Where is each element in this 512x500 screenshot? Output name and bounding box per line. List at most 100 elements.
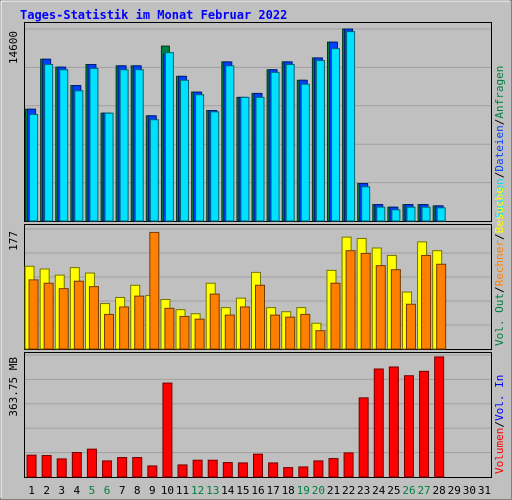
bar-seiten-day-6 xyxy=(104,112,114,222)
x-tick-label-4: 4 xyxy=(74,484,81,497)
x-tick-label-28: 28 xyxy=(433,484,446,497)
x-tick-label-29: 29 xyxy=(448,484,461,497)
x-tick-label-26: 26 xyxy=(402,484,415,497)
legend-middle-item: Rechner xyxy=(493,240,506,287)
bar-volumen-day-13 xyxy=(207,459,218,478)
bar-volumen-day-27 xyxy=(419,370,430,478)
bar-rechner-day-2 xyxy=(43,282,54,350)
bar-seiten-day-28 xyxy=(436,207,446,222)
x-tick-label-7: 7 xyxy=(119,484,126,497)
x-tick-label-12: 12 xyxy=(191,484,204,497)
x-tick-label-15: 15 xyxy=(236,484,249,497)
bar-volumen-day-4 xyxy=(71,452,82,478)
x-tick-label-24: 24 xyxy=(372,484,386,497)
bar-rechner-day-6 xyxy=(104,313,115,350)
y-max-label-middle: 177 xyxy=(7,231,20,251)
legend-bottom-item: Vol. In xyxy=(493,375,506,421)
y-max-label-top: 14600 xyxy=(7,31,20,64)
bar-rechner-day-16 xyxy=(255,284,265,350)
x-tick-label-11: 11 xyxy=(176,484,189,497)
bar-volumen-day-11 xyxy=(177,464,188,478)
bar-volumen-day-1 xyxy=(26,454,37,478)
bar-seiten-day-2 xyxy=(44,64,54,222)
bar-volumen-day-6 xyxy=(102,460,113,478)
bar-rechner-day-26 xyxy=(405,303,416,350)
legend-middle: Vol. Out/Rechner/Besuche xyxy=(493,187,506,346)
bar-seiten-day-10 xyxy=(164,52,174,222)
bar-volumen-day-25 xyxy=(388,366,399,478)
legend-top-item: Seiten xyxy=(493,178,506,218)
x-tick-label-5: 5 xyxy=(89,484,96,497)
bar-seiten-day-9 xyxy=(149,119,159,222)
legend-middle-item: Vol. Out xyxy=(493,293,506,346)
bar-rechner-day-3 xyxy=(58,288,69,350)
bar-volumen-day-2 xyxy=(41,455,52,478)
x-tick-label-25: 25 xyxy=(387,484,400,497)
chart-title: Tages-Statistik im Monat Februar 2022 xyxy=(20,8,287,22)
bar-rechner-day-5 xyxy=(88,286,99,350)
bar-seiten-day-15 xyxy=(240,96,250,222)
bar-seiten-day-1 xyxy=(29,113,39,222)
bar-volumen-day-23 xyxy=(358,397,369,478)
x-tick-label-30: 30 xyxy=(463,484,476,497)
x-tick-label-13: 13 xyxy=(206,484,219,497)
x-tick-label-2: 2 xyxy=(43,484,50,497)
bar-volumen-day-20 xyxy=(313,460,324,478)
x-tick-label-10: 10 xyxy=(161,484,174,497)
bar-volumen-day-17 xyxy=(268,462,279,478)
bar-volumen-day-5 xyxy=(86,448,97,478)
bar-seiten-day-22 xyxy=(346,31,356,222)
bar-volumen-day-16 xyxy=(253,453,263,478)
bar-volumen-day-9 xyxy=(147,465,158,478)
bar-seiten-day-16 xyxy=(255,96,265,222)
legend-bottom-item: / xyxy=(493,421,506,428)
bar-rechner-day-23 xyxy=(360,252,371,350)
bar-rechner-day-25 xyxy=(390,269,401,350)
bar-seiten-day-17 xyxy=(270,71,280,222)
bar-rechner-day-4 xyxy=(73,280,84,350)
x-tick-label-6: 6 xyxy=(104,484,111,497)
bar-volumen-day-22 xyxy=(343,452,354,478)
bar-seiten-day-25 xyxy=(391,209,401,222)
bar-seiten-day-3 xyxy=(59,69,69,222)
legend-middle-item: / xyxy=(493,286,506,293)
legend-bottom: Volumen/Vol. In xyxy=(493,375,506,474)
bar-volumen-day-10 xyxy=(162,382,173,478)
bar-rechner-day-8 xyxy=(134,295,145,350)
bar-volumen-day-8 xyxy=(132,457,143,478)
bar-rechner-day-13 xyxy=(209,293,220,350)
bar-seiten-day-11 xyxy=(180,79,190,222)
bar-rechner-day-12 xyxy=(194,318,205,350)
legend-top-item: / xyxy=(493,172,506,179)
bar-volumen-day-26 xyxy=(403,375,414,478)
bar-volumen-day-24 xyxy=(373,368,384,478)
bar-rechner-day-20 xyxy=(315,330,326,350)
bar-rechner-day-11 xyxy=(179,315,190,350)
x-tick-label-20: 20 xyxy=(312,484,325,497)
bar-seiten-day-5 xyxy=(89,67,99,222)
bar-volumen-day-14 xyxy=(222,462,233,478)
legend-top-item: Dateien xyxy=(493,125,506,171)
legend-bottom-item: Volumen xyxy=(493,428,506,474)
x-tick-label-8: 8 xyxy=(134,484,141,497)
bar-rechner-day-19 xyxy=(300,313,311,350)
bar-seiten-day-4 xyxy=(74,90,84,222)
bar-seiten-day-19 xyxy=(300,83,310,222)
bar-volumen-day-21 xyxy=(328,458,339,478)
bar-rechner-day-27 xyxy=(421,254,432,350)
bar-volumen-day-19 xyxy=(298,466,309,478)
x-tick-label-19: 19 xyxy=(297,484,310,497)
bar-seiten-day-8 xyxy=(134,69,144,222)
bar-seiten-day-18 xyxy=(285,64,295,222)
bar-seiten-day-20 xyxy=(315,60,325,222)
bar-volumen-day-18 xyxy=(283,467,294,478)
bar-volumen-day-15 xyxy=(237,462,248,478)
bar-seiten-day-12 xyxy=(195,94,205,222)
bar-seiten-day-23 xyxy=(361,186,371,222)
x-tick-label-21: 21 xyxy=(327,484,340,497)
bar-seiten-day-26 xyxy=(406,206,416,222)
x-tick-label-17: 17 xyxy=(266,484,279,497)
bar-rechner-day-9 xyxy=(149,231,160,350)
bar-seiten-day-7 xyxy=(119,69,129,222)
x-tick-label-1: 1 xyxy=(28,484,35,497)
